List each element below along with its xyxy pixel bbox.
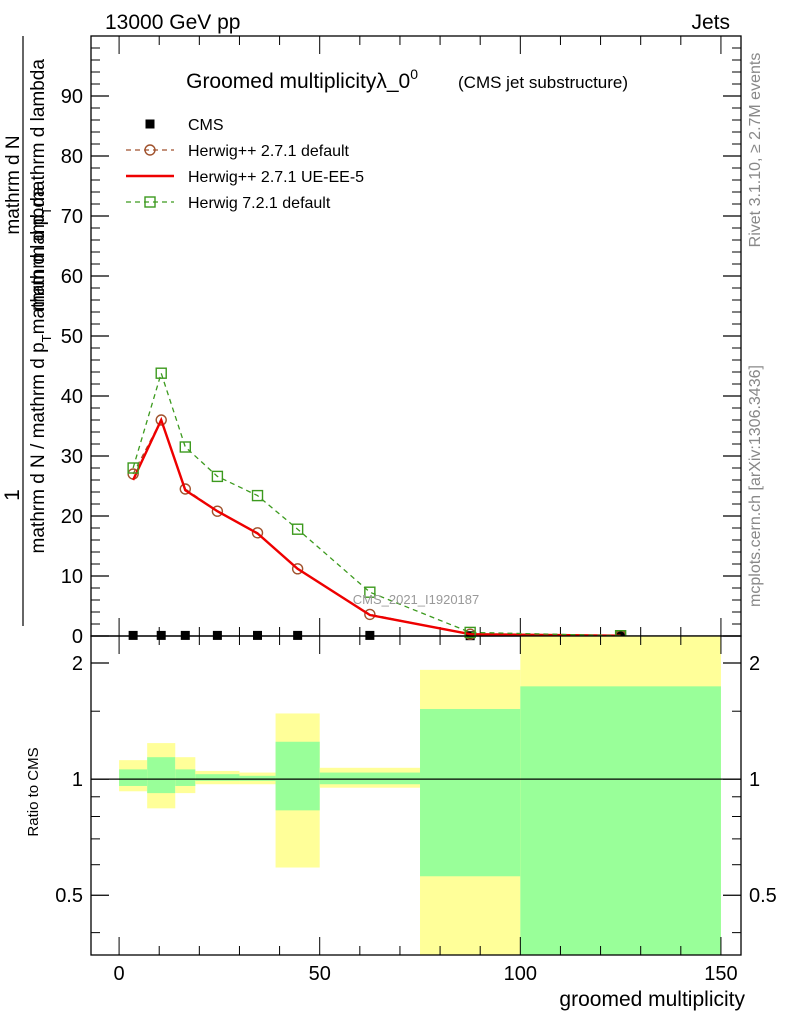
mcplots-label: mcplots.cern.ch [arXiv:1306.3436] <box>747 365 764 607</box>
series-1-point-6 <box>364 608 376 621</box>
series-3-point-5 <box>291 523 304 535</box>
ylabel-numerator: 1 <box>1 489 24 501</box>
header-right: Jets <box>691 11 730 34</box>
ratio-xtick-label: 50 <box>309 963 331 985</box>
header-left: 13000 GeV pp <box>105 11 240 34</box>
legend-label-0: CMS <box>188 117 224 134</box>
ratio-ytick-label-left: 2 <box>72 653 83 675</box>
legend-label-3: Herwig 7.2.1 default <box>188 195 331 212</box>
legend: CMS Herwig++ 2.7.1 default Herwig++ 2.7.1 … <box>126 117 364 212</box>
series-3-point-3 <box>211 470 224 483</box>
series-3-point-0 <box>127 462 139 474</box>
ratio-band-green-2 <box>175 769 196 786</box>
ratio-ytick-label-left: 0.5 <box>55 885 83 907</box>
ratio-band-green-6 <box>319 772 421 785</box>
ratio-band-green-3 <box>195 774 240 781</box>
main-ytick-label: 70 <box>61 206 83 228</box>
watermark: CMS_2021_I1920187 <box>353 592 480 607</box>
ratio-panel: 0 50 100 150 0.5 0.5 1 1 2 2 <box>55 635 777 985</box>
legend-marker-3 <box>144 196 156 208</box>
ratio-band-green-8 <box>520 686 721 955</box>
ratio-band-green-7 <box>420 708 521 877</box>
legend-marker-1 <box>144 144 156 156</box>
ratio-frame <box>90 635 742 956</box>
series-1-point-2 <box>179 483 191 495</box>
ratio-xtick-label: 100 <box>504 963 537 985</box>
x-axis-label: groomed multiplicity <box>559 988 745 1011</box>
main-ytick-label: 10 <box>61 566 83 588</box>
main-ytick-label: 40 <box>61 386 83 408</box>
series-1-point-5 <box>291 563 304 575</box>
main-title-superscript: 0 <box>410 66 418 82</box>
main-subtitle: (CMS jet substructure) <box>458 73 628 92</box>
legend-marker-0 <box>145 119 155 129</box>
series-1-point-1 <box>155 414 167 426</box>
ratio-band-green-4 <box>239 775 276 781</box>
series-1-point-4 <box>251 527 264 539</box>
series-3-point-6 <box>364 586 376 598</box>
main-ytick-label: 20 <box>61 506 83 528</box>
series-1-point-3 <box>211 505 224 517</box>
series-3-point-7 <box>464 626 476 639</box>
ylabel-inner-fraction: mathrm d N mathrm d pTmathrm d lambda <box>3 59 54 311</box>
ratio-band-green-0 <box>119 769 148 786</box>
ratio-band-green-1 <box>147 757 176 794</box>
main-ytick-label: 60 <box>61 266 83 288</box>
main-title: Groomed multiplicityλ_00 <box>186 66 418 93</box>
ylabel-frac-denominator: mathrm d pTmathrm d lambda <box>28 59 54 311</box>
ratio-band-green-5 <box>275 741 320 811</box>
series-3-point-4 <box>251 489 264 502</box>
ratio-ytick-label-right: 0.5 <box>749 885 777 907</box>
main-ytick-label: 30 <box>61 446 83 468</box>
legend-label-2: Herwig++ 2.7.1 UE-EE-5 <box>188 169 364 186</box>
ratio-ytick-label-right: 2 <box>749 653 760 675</box>
main-y-axis-label: 1 mathrm d N / mathrm d pTmathrm d lambd… <box>1 36 54 626</box>
series-3-point-1 <box>155 367 167 379</box>
ylabel-frac-numerator: mathrm d N <box>3 135 24 234</box>
ratio-xtick-label: 0 <box>114 963 125 985</box>
series-line-2 <box>132 416 621 637</box>
main-panel: 0 10 20 30 40 50 60 70 80 90 <box>61 35 742 648</box>
rivet-label: Rivet 3.1.10, ≥ 2.7M events <box>747 53 764 248</box>
main-ytick-label: 50 <box>61 326 83 348</box>
legend-label-1: Herwig++ 2.7.1 default <box>188 143 350 160</box>
main-ytick-label: 80 <box>61 146 83 168</box>
series-3-point-2 <box>179 441 191 453</box>
main-ytick-label: 0 <box>72 626 83 648</box>
series-line-3 <box>132 371 621 637</box>
ylabel-denominator: mathrm d N / mathrm d pTmathrm d lambda <box>28 186 54 553</box>
main-ytick-label: 90 <box>61 86 83 108</box>
ratio-ytick-label-left: 1 <box>72 769 83 791</box>
ratio-xtick-label: 150 <box>704 963 737 985</box>
ratio-y-axis-label: Ratio to CMS <box>25 747 42 836</box>
ratio-ytick-label-right: 1 <box>749 769 760 791</box>
